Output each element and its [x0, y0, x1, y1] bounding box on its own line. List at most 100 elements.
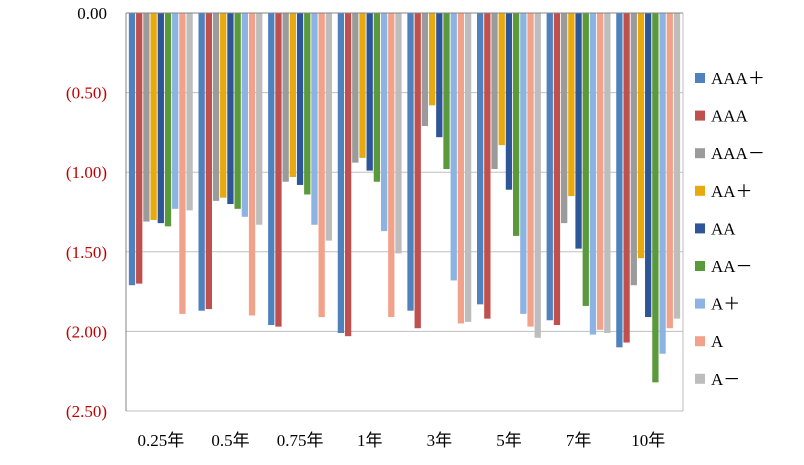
bar-8-8: [666, 13, 673, 329]
bar-8-1: [179, 13, 186, 314]
legend-label: AA＋: [711, 182, 753, 201]
bar-8-5: [457, 13, 465, 324]
x-tick-label: 0.5年: [211, 431, 249, 450]
y-tick-labels: 0.00 (0.50) (1.00) (1.50) (2.00) (2.50): [66, 4, 107, 421]
bar-7-7: [589, 13, 597, 335]
bar-8-3: [318, 13, 325, 318]
x-tick-label: 10年: [631, 431, 665, 450]
x-tick-label: 3年: [427, 431, 453, 450]
bar-3-6: [491, 13, 498, 170]
bar-7-5: [450, 13, 457, 281]
bar-9-3: [325, 13, 333, 241]
bar-1-1: [128, 13, 136, 286]
bar-8-2: [248, 13, 256, 316]
bar-6-7: [582, 13, 589, 306]
bar-9-6: [534, 13, 541, 338]
bar-1-3: [268, 13, 275, 326]
bar-7-8: [659, 13, 666, 354]
bar-7-2: [241, 13, 248, 217]
bar-2-4: [344, 13, 352, 337]
y-tick-label: (0.50): [66, 84, 107, 103]
x-tick-label: 7年: [566, 431, 592, 450]
bar-8-4: [388, 13, 395, 318]
y-tick-label: (1.00): [66, 163, 107, 182]
y-tick-label: (2.50): [66, 402, 107, 421]
bar-3-3: [282, 13, 289, 182]
bar-1-6: [476, 13, 484, 305]
bar-5-8: [645, 13, 652, 318]
legend-swatch: [695, 148, 705, 159]
bar-2-6: [484, 13, 491, 319]
bar-5-5: [436, 13, 443, 138]
bar-2-7: [553, 13, 561, 326]
legend-label: A: [711, 332, 724, 351]
x-tick-label: 5年: [496, 431, 522, 450]
legend-swatch: [695, 185, 705, 196]
bar-7-3: [311, 13, 318, 225]
legend-label: A－: [711, 370, 740, 389]
bar-1-2: [198, 13, 205, 311]
bar-1-4: [337, 13, 345, 333]
legend-swatch: [695, 373, 705, 384]
bar-7-6: [520, 13, 527, 314]
legend-label: AAA－: [711, 144, 765, 163]
legend-label: AA－: [711, 257, 753, 276]
bar-2-2: [205, 13, 212, 310]
bar-2-3: [275, 13, 282, 327]
legend-swatch: [695, 223, 705, 234]
x-tick-label: 0.75年: [277, 431, 324, 450]
y-tick-label: 0.00: [77, 4, 107, 23]
axes: [125, 12, 684, 411]
bar-4-1: [150, 13, 157, 220]
bar-6-2: [234, 13, 241, 209]
bar-1-8: [616, 13, 623, 348]
bar-5-2: [227, 13, 234, 205]
legend-label: A＋: [711, 295, 740, 314]
x-tick-label: 1年: [357, 431, 383, 450]
legend-swatch: [695, 73, 705, 83]
bars: [128, 13, 681, 383]
bar-4-3: [289, 13, 297, 177]
legend-swatch: [695, 110, 705, 121]
bar-4-8: [637, 13, 645, 259]
legend-label: AA: [711, 219, 736, 238]
bar-5-7: [575, 13, 582, 249]
bar-6-8: [652, 13, 659, 383]
bar-9-1: [186, 13, 193, 211]
legend-label: AAA＋: [711, 69, 765, 88]
y-tick-label: (1.50): [66, 243, 107, 262]
bar-7-1: [172, 13, 179, 209]
bar-3-8: [630, 13, 637, 286]
bar-3-4: [352, 13, 359, 163]
bar-3-7: [561, 13, 568, 224]
legend-swatch: [695, 261, 705, 271]
bar-4-6: [498, 13, 505, 146]
bar-4-5: [428, 13, 436, 106]
bar-5-4: [366, 13, 373, 171]
bar-6-4: [373, 13, 381, 182]
x-tick-labels: 0.25年 0.5年 0.75年 1年 3年 5年 7年 10年: [137, 431, 665, 450]
bar-6-6: [512, 13, 520, 236]
bar-5-1: [157, 13, 164, 224]
legend-swatch: [695, 298, 705, 309]
bar-6-3: [304, 13, 311, 195]
bar-8-7: [597, 13, 604, 330]
bar-9-4: [395, 13, 402, 254]
bar-4-4: [359, 13, 366, 158]
bar-2-8: [623, 13, 630, 343]
bar-3-1: [143, 13, 150, 222]
x-tick-label: 0.25年: [137, 431, 184, 450]
bar-2-1: [136, 13, 143, 284]
bar-9-7: [604, 13, 611, 333]
bar-6-5: [443, 13, 450, 170]
bar-8-6: [527, 13, 534, 327]
bar-1-5: [407, 13, 414, 311]
bar-6-1: [164, 13, 172, 227]
bar-3-5: [421, 13, 429, 127]
legend-label: AAA: [711, 107, 749, 126]
bar-9-8: [673, 13, 681, 319]
y-tick-label: (2.00): [66, 322, 107, 341]
bar-9-5: [464, 13, 472, 322]
bar-4-7: [568, 13, 575, 197]
